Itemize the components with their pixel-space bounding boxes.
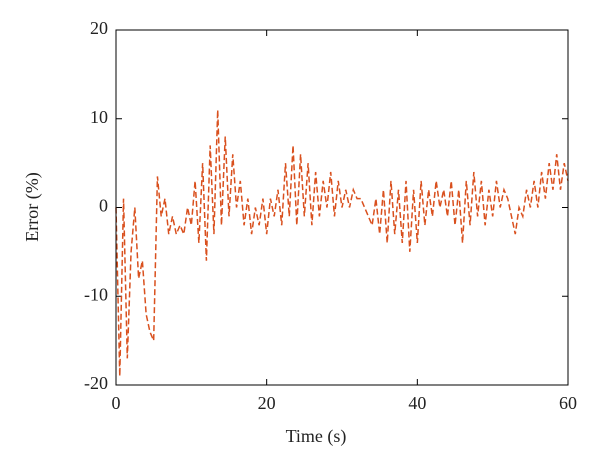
x-tick-label: 0 [112, 393, 121, 413]
x-tick-label: 40 [408, 393, 426, 413]
x-tick-label: 60 [559, 393, 577, 413]
y-axis-label: Error (%) [22, 172, 43, 241]
y-tick-label: 0 [99, 196, 108, 216]
y-tick-label: 10 [90, 107, 108, 127]
plot-frame [115, 29, 569, 386]
x-axis-label: Time (s) [286, 426, 347, 447]
x-tick-label: 20 [258, 393, 276, 413]
y-tick-label: 20 [90, 18, 108, 38]
y-tick-label: -20 [84, 373, 108, 393]
y-tick-label: -10 [84, 284, 108, 304]
line-series [115, 109, 569, 377]
